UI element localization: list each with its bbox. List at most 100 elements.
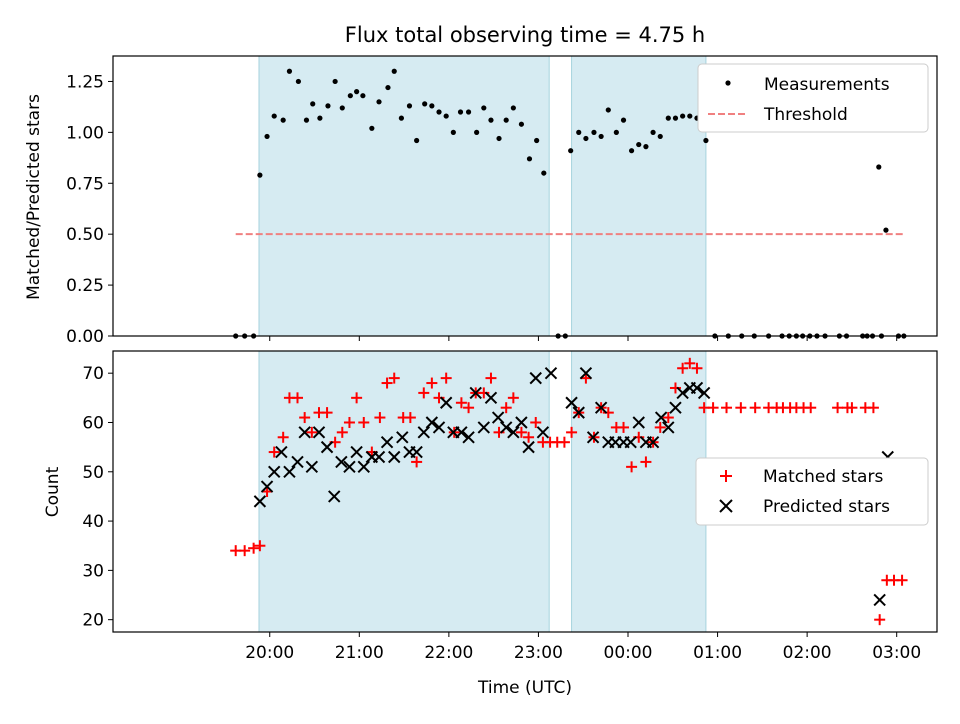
matched-star-point xyxy=(239,545,251,557)
x-b xyxy=(697,386,711,400)
predicted-star-point xyxy=(586,431,600,444)
legend-matched-label: Matched stars xyxy=(763,467,883,487)
matched-star-point xyxy=(846,402,858,414)
x-b xyxy=(335,455,348,469)
top-ylabel: Matched/Predicted stars xyxy=(24,94,44,300)
bottom-xtick-label: 02:00 xyxy=(783,643,832,663)
measurement-point xyxy=(317,115,323,121)
measurement-point xyxy=(286,68,293,74)
x-b xyxy=(565,396,578,409)
predicted-star-point xyxy=(654,411,668,424)
legend-measurements-label: Measurements xyxy=(764,75,890,95)
predicted-star-point xyxy=(632,416,645,429)
x-b xyxy=(328,490,341,503)
matched-star-point xyxy=(358,416,370,428)
measurement-point xyxy=(657,133,663,140)
measurement-point xyxy=(360,93,366,99)
matched-star-point xyxy=(566,426,578,438)
matched-star-point xyxy=(254,540,266,552)
measurement-point xyxy=(643,144,649,150)
matched-star-point xyxy=(374,412,386,424)
figure-title: Flux total observing time = 4.75 h xyxy=(345,23,705,47)
matched-star-point xyxy=(299,412,311,424)
matched-star-point xyxy=(530,416,542,428)
x-b xyxy=(515,416,528,429)
bottom-ytick-label: 20 xyxy=(82,611,104,631)
x-b xyxy=(275,445,288,459)
matched-star-point xyxy=(691,362,703,374)
matched-star-point xyxy=(485,372,497,384)
predicted-star-point xyxy=(425,416,439,429)
matched-star-point xyxy=(874,614,886,626)
x-b xyxy=(477,421,491,434)
x-b xyxy=(469,386,482,400)
predicted-star-point xyxy=(544,366,558,380)
predicted-star-point xyxy=(572,406,585,419)
matched-star-point xyxy=(343,416,355,428)
predicted-star-point xyxy=(697,386,711,400)
matched-star-point xyxy=(523,431,535,443)
measurement-point xyxy=(474,129,480,135)
bottom-xtick-label: 20:00 xyxy=(245,643,294,663)
predicted-star-point xyxy=(291,455,304,469)
x-b xyxy=(357,460,370,474)
top-observing-window xyxy=(571,55,707,337)
predicted-star-point xyxy=(283,465,296,478)
predicted-star-point xyxy=(396,431,409,444)
matched-star-point xyxy=(426,377,438,389)
x-b xyxy=(662,421,675,434)
matched-star-point xyxy=(433,392,445,404)
x-b xyxy=(522,440,535,454)
matched-star-point xyxy=(677,362,689,374)
measurement-point xyxy=(518,121,525,127)
measurement-point xyxy=(568,148,574,154)
measurement-point xyxy=(605,107,611,113)
predicted-star-point xyxy=(662,421,675,434)
predicted-star-point xyxy=(335,455,348,469)
x-b xyxy=(425,416,439,429)
predicted-star-point xyxy=(372,450,386,464)
bottom-xtick-label: 03:00 xyxy=(872,643,921,663)
predicted-star-point xyxy=(268,465,281,478)
measurement-point xyxy=(457,109,464,115)
matched-star-point xyxy=(455,397,467,409)
bottom-legend: Matched stars Predicted stars xyxy=(695,457,929,526)
matched-star-point xyxy=(404,412,416,424)
predicted-star-point xyxy=(499,421,513,434)
predicted-star-point xyxy=(439,396,453,409)
x-b xyxy=(507,426,520,439)
x-b xyxy=(312,426,326,439)
top-ytick-label: 0.50 xyxy=(66,225,104,245)
x-b xyxy=(484,391,498,405)
measurement-point xyxy=(703,137,709,144)
top-ytick-label: 0.00 xyxy=(66,327,104,347)
bottom-ytick-label: 50 xyxy=(82,463,104,483)
measurement-point xyxy=(576,129,582,135)
predicted-star-point xyxy=(343,460,356,474)
top-axes: 0.00 0.25 0.50 0.75 1.00 1.25 xyxy=(66,55,938,347)
predicted-star-point xyxy=(275,445,288,459)
matched-star-point xyxy=(306,426,318,438)
predicted-star-point xyxy=(515,416,528,429)
measurement-point xyxy=(369,125,375,131)
measurement-point xyxy=(271,113,277,119)
measurement-point xyxy=(650,129,656,135)
measurement-point xyxy=(376,99,382,105)
x-b xyxy=(268,465,281,478)
legend-matched-marker xyxy=(720,470,732,482)
top-ytick-label: 1.25 xyxy=(66,72,104,92)
matched-star-point xyxy=(735,402,747,414)
measurement-point xyxy=(443,113,449,119)
matched-star-point xyxy=(626,461,638,473)
measurement-point xyxy=(620,117,627,123)
measurement-point xyxy=(680,113,686,119)
measurement-point xyxy=(398,115,404,121)
legend-predicted-marker xyxy=(719,499,733,513)
predicted-star-point xyxy=(522,440,535,454)
predicted-star-point xyxy=(669,401,682,414)
measurement-point xyxy=(325,103,331,109)
x-b xyxy=(298,426,311,439)
measurement-point xyxy=(429,103,435,109)
x-b xyxy=(343,460,356,474)
matched-star-point xyxy=(321,407,333,419)
